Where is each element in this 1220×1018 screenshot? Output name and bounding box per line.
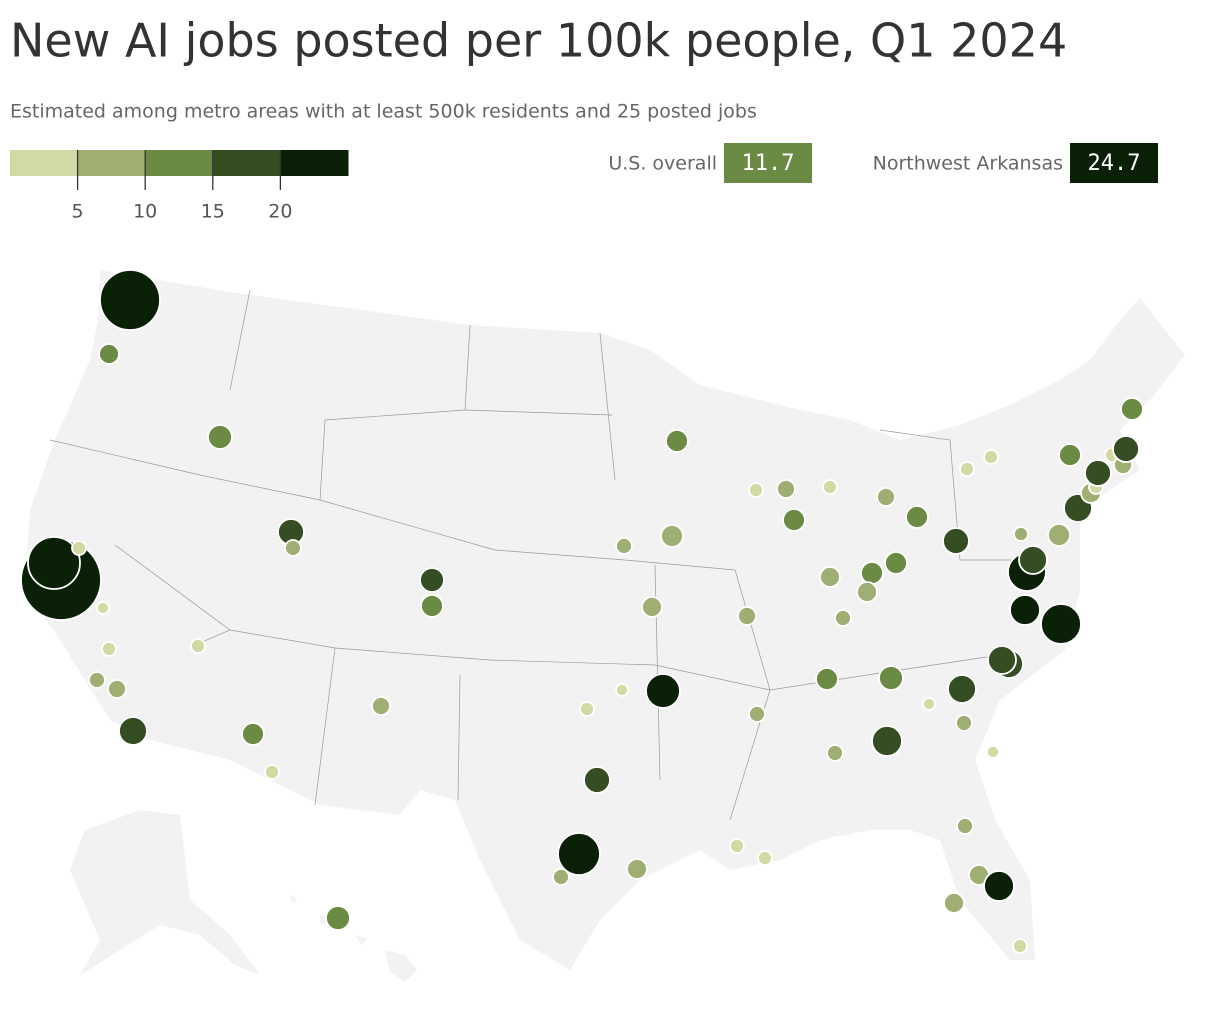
metro-bubble [1058, 443, 1082, 467]
legend-tick-label: 10 [133, 201, 157, 223]
legend-tick-label: 20 [268, 201, 292, 223]
metro-bubble [983, 870, 1015, 902]
metro-bubble [645, 673, 681, 709]
legend: 5 10 15 20 U.S. overall 11.7 Northwest Arkansa… [10, 143, 1158, 223]
legend-tick-label: 15 [201, 201, 225, 223]
metro-bubble [264, 764, 280, 780]
metro-bubble [1040, 603, 1082, 645]
metro-bubble [871, 725, 903, 757]
metro-bubble [107, 679, 127, 699]
map [25, 270, 1185, 982]
metro-bubble [776, 479, 796, 499]
legend-swatch [77, 150, 146, 176]
metro-bubble [878, 665, 904, 691]
metro-bubble [1120, 397, 1144, 421]
metro-bubble [943, 892, 965, 914]
metro-bubble [942, 527, 970, 555]
chart-title: New AI jobs posted per 100k people, Q1 2… [10, 14, 1067, 68]
metro-bubble [371, 696, 391, 716]
callout-value: 24.7 [1088, 151, 1141, 176]
metro-bubble [905, 505, 929, 529]
metro-bubble [856, 581, 878, 603]
metro-bubble [860, 561, 884, 585]
bubbles [20, 269, 1144, 954]
metro-bubble [615, 537, 633, 555]
metro-bubble [88, 671, 106, 689]
metro-bubble [99, 269, 161, 331]
metro-bubble [101, 641, 117, 657]
legend-swatch [10, 150, 79, 176]
metro-bubble [737, 606, 757, 626]
legend-tick-label: 5 [72, 201, 84, 223]
metro-bubble [118, 716, 148, 746]
legend-swatch [145, 150, 214, 176]
metro-bubble [956, 817, 974, 835]
metro-bubble [884, 551, 908, 575]
metro-bubble [757, 850, 773, 866]
metro-bubble [876, 487, 896, 507]
metro-bubble [834, 609, 852, 627]
metro-bubble [1012, 938, 1028, 954]
metro-bubble [947, 674, 977, 704]
metro-bubble [955, 714, 973, 732]
metro-bubble [626, 858, 648, 880]
metro-bubble [1009, 594, 1041, 626]
callout-value: 11.7 [742, 151, 795, 176]
legend-swatch [280, 150, 349, 176]
metro-bubble [922, 697, 936, 711]
callout-label: U.S. overall [608, 153, 717, 175]
legend-swatch [212, 150, 281, 176]
metro-bubble [641, 596, 663, 618]
hawaii [290, 895, 417, 982]
metro-bubble [71, 540, 87, 556]
metro-bubble [27, 536, 81, 590]
chart-subtitle: Estimated among metro areas with at leas… [10, 101, 757, 123]
metro-bubble [583, 766, 611, 794]
metro-bubble [1084, 459, 1112, 487]
metro-bubble [1013, 526, 1029, 542]
metro-bubble [729, 838, 745, 854]
callout-box [724, 143, 812, 183]
metro-bubble [615, 683, 629, 697]
metro-bubble [1047, 523, 1071, 547]
metro-bubble [983, 449, 999, 465]
callout-label: Northwest Arkansas [873, 153, 1063, 175]
metro-bubble [557, 832, 601, 876]
metro-bubble [665, 429, 689, 453]
metro-bubble [241, 722, 265, 746]
metro-bubble [986, 745, 1000, 759]
metro-bubble [1112, 435, 1140, 463]
callout-box [1070, 143, 1158, 183]
metro-bubble [190, 638, 206, 654]
metro-bubble [660, 524, 684, 548]
metro-bubble [1018, 545, 1048, 575]
metro-bubble [579, 701, 595, 717]
state-lines [49, 289, 1030, 821]
metro-bubble [325, 905, 351, 931]
alaska [70, 810, 260, 975]
metro-bubble [987, 645, 1017, 675]
metro-bubble [420, 594, 444, 618]
metro-bubble [284, 539, 302, 557]
metro-bubble [748, 705, 766, 723]
metro-bubble [552, 868, 570, 886]
metro-bubble [822, 479, 838, 495]
metro-bubble [98, 343, 120, 365]
us-outline [25, 270, 1185, 970]
metro-bubble [959, 461, 975, 477]
metro-bubble [419, 567, 445, 593]
metro-bubble [748, 482, 764, 498]
metro-bubble [819, 566, 841, 588]
metro-bubble [815, 667, 839, 691]
metro-bubble [207, 424, 233, 450]
metro-bubble [826, 744, 844, 762]
metro-bubble [96, 601, 110, 615]
metro-bubble [782, 508, 806, 532]
